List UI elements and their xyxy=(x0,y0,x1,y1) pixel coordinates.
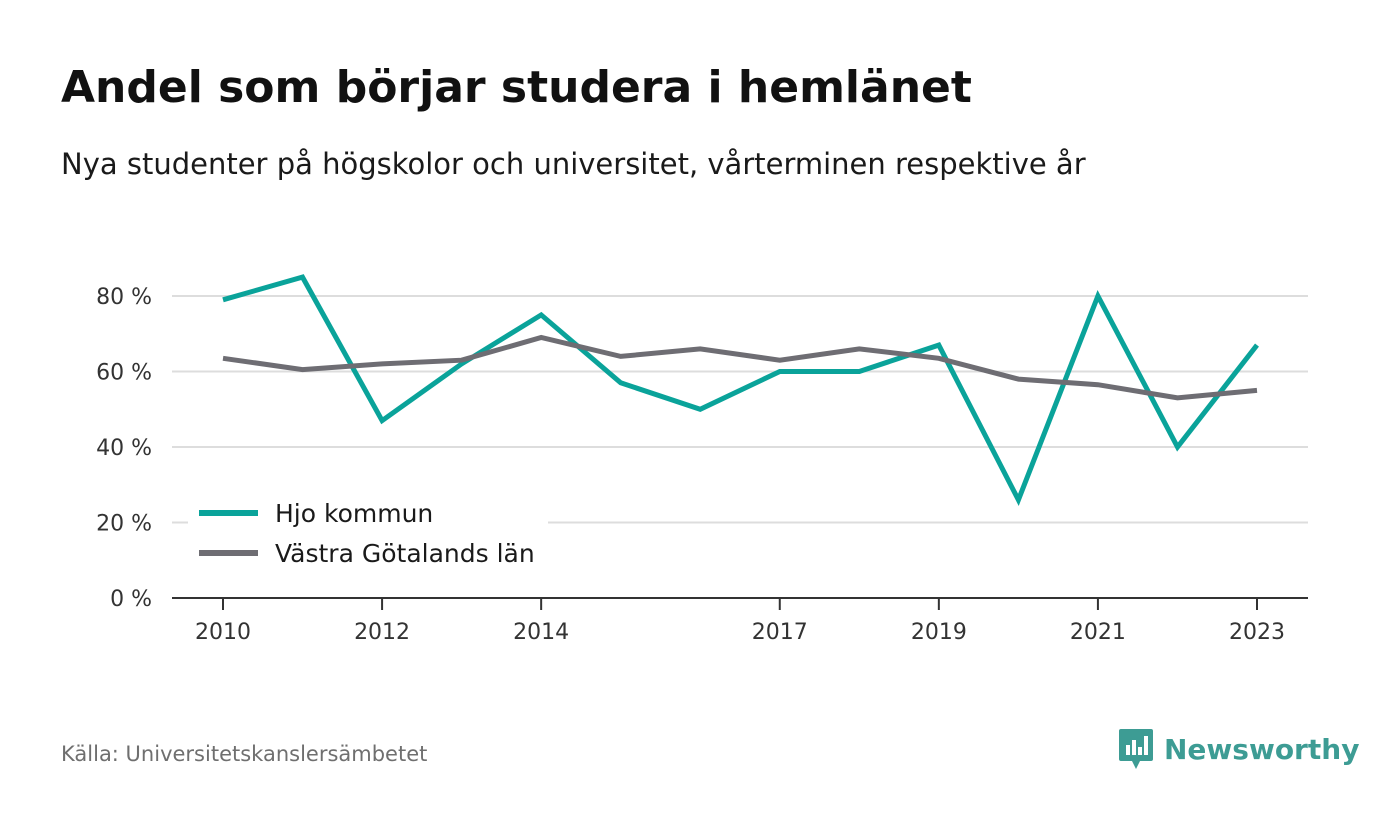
x-tick-label: 2010 xyxy=(195,620,251,645)
x-tick-label: 2023 xyxy=(1229,620,1285,645)
y-tick-label: 80 % xyxy=(96,285,152,310)
x-tick-label: 2012 xyxy=(354,620,410,645)
series-line-hjo-kommun xyxy=(222,274,1259,506)
legend-background xyxy=(188,490,548,578)
brand-name: Newsworthy xyxy=(1164,732,1360,766)
y-tick-label: 20 % xyxy=(96,512,152,537)
x-tick-label: 2021 xyxy=(1070,620,1126,645)
bar-chart-speech-bubble-icon xyxy=(1119,729,1153,769)
y-axis-ticks: 0 % 20 % 40 % 60 % 80 % xyxy=(96,285,152,612)
y-tick-label: 60 % xyxy=(96,361,152,386)
series-line-vastra-gotalands-lan xyxy=(222,334,1258,401)
x-tick-label: 2014 xyxy=(513,620,569,645)
series-lines xyxy=(222,274,1259,506)
x-tick-label: 2017 xyxy=(752,620,808,645)
chart-subtitle: Nya studenter på högskolor och universit… xyxy=(61,147,1086,181)
source-note: Källa: Universitetskanslersämbetet xyxy=(61,742,428,766)
grid-lines xyxy=(172,295,1308,524)
x-tick-label: 2019 xyxy=(911,620,967,645)
x-axis-ticks: 2010 2012 2014 2017 2019 2021 2023 xyxy=(195,598,1285,645)
chart-title: Andel som börjar studera i hemlänet xyxy=(61,62,972,113)
y-tick-label: 0 % xyxy=(110,587,152,612)
y-tick-label: 40 % xyxy=(96,436,152,461)
legend-label: Västra Götalands län xyxy=(275,539,535,568)
brand-logo[interactable]: Newsworthy xyxy=(1118,727,1359,771)
legend: Hjo kommun Västra Götalands län xyxy=(188,490,548,578)
legend-label: Hjo kommun xyxy=(275,499,433,528)
